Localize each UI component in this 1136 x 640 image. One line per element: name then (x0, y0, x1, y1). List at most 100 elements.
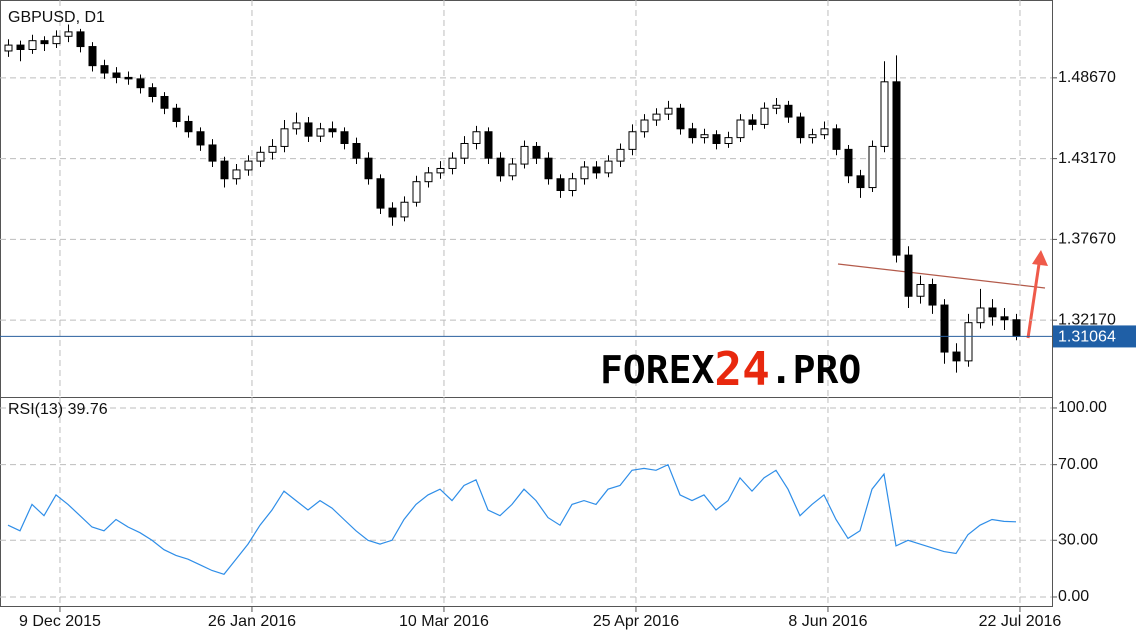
candle-body (556, 178, 565, 191)
candle-body (412, 181, 421, 203)
rsi-title: RSI(13) 39.76 (8, 401, 108, 418)
candle-body (484, 131, 493, 159)
candle-body (424, 172, 433, 183)
candle-body (784, 104, 793, 118)
candle-body (52, 35, 61, 45)
frame (0, 0, 1053, 607)
candle-body (88, 46, 97, 67)
candle-body (616, 148, 625, 162)
candle-body (856, 175, 865, 189)
candle-body (700, 134, 709, 139)
y-tick-label: 70.00 (1058, 456, 1098, 473)
x-tick-label: 8 Jun 2016 (788, 613, 867, 630)
candle-body (352, 142, 361, 159)
candle-body (304, 122, 313, 137)
candle-body (880, 81, 889, 147)
candle-body (124, 76, 133, 80)
candle-body (472, 131, 481, 144)
candle-body (376, 178, 385, 209)
candle-body (988, 307, 997, 318)
candle-body (388, 207, 397, 218)
candle-body (4, 44, 13, 52)
candle-body (508, 163, 517, 177)
candle-body (364, 157, 373, 180)
candle-body (592, 166, 601, 174)
candle-body (136, 78, 145, 89)
candle-body (460, 142, 469, 159)
watermark-part: 24 (714, 342, 769, 396)
candle-body (196, 131, 205, 146)
candle-body (448, 157, 457, 169)
candle-body (232, 169, 241, 180)
candle-body (688, 128, 697, 139)
arrow-shaft (1026, 263, 1041, 339)
candle-body (268, 145, 277, 153)
candle-body (976, 307, 985, 324)
candle-body (64, 31, 73, 37)
candle-body (76, 31, 85, 48)
price-tag (1053, 325, 1136, 348)
candle-body (628, 131, 637, 150)
y-tick-label: 1.48670 (1058, 69, 1116, 86)
candle-body (112, 72, 121, 78)
candle-body (208, 144, 217, 162)
y-tick-label: 1.43170 (1058, 150, 1116, 167)
candle-body (544, 157, 553, 180)
y-tick-label: 0.00 (1058, 588, 1089, 605)
candle-body (820, 128, 829, 136)
candle-body (1012, 319, 1021, 337)
candle-body (640, 119, 649, 133)
candle-body (340, 131, 349, 144)
candle-body (100, 65, 109, 74)
candle-body (148, 87, 157, 97)
candle-body (832, 128, 841, 150)
candle-body (664, 107, 673, 115)
candle-body (1000, 316, 1009, 321)
arrow-head (1032, 250, 1048, 266)
candle-body (400, 201, 409, 218)
x-tick-label: 26 Jan 2016 (208, 613, 296, 630)
candle-body (436, 167, 445, 174)
candle-body (256, 151, 265, 162)
candle-body (604, 160, 613, 174)
candle-body (892, 81, 901, 256)
candle-body (724, 137, 733, 144)
watermark: FOREX24.PRO (600, 342, 861, 396)
candle-body (292, 122, 301, 130)
candle-body (328, 128, 337, 133)
candle-body (160, 95, 169, 109)
watermark-part: .PRO (770, 348, 862, 392)
y-tick-label: 100.00 (1058, 399, 1107, 416)
candle-body (748, 119, 757, 125)
y-tick-label: 1.37670 (1058, 231, 1116, 248)
candle-body (940, 304, 949, 353)
candle-body (916, 283, 925, 297)
x-tick-label: 22 Jul 2016 (979, 613, 1062, 630)
candle-body (172, 107, 181, 122)
rsi-line (7, 463, 1017, 575)
candle-body (772, 104, 781, 109)
candle-body (844, 148, 853, 177)
candle-body (568, 178, 577, 191)
candle-body (16, 44, 25, 50)
candle-body (760, 107, 769, 125)
x-tick-label: 25 Apr 2016 (593, 613, 679, 630)
candle-body (184, 120, 193, 133)
candle-body (580, 166, 589, 180)
x-tick-label: 10 Mar 2016 (399, 613, 489, 630)
trend-line (837, 263, 1046, 289)
candle-body (868, 145, 877, 189)
watermark-part: FOREX (600, 348, 715, 392)
candle-body (952, 351, 961, 362)
candle-body (736, 119, 745, 139)
candle-body (220, 160, 229, 180)
candle-body (520, 145, 529, 165)
candle-body (808, 134, 817, 139)
candle-body (28, 40, 37, 50)
chart-title: GBPUSD, D1 (8, 9, 105, 26)
y-tick-label: 30.00 (1058, 531, 1098, 548)
candle-body (712, 134, 721, 144)
